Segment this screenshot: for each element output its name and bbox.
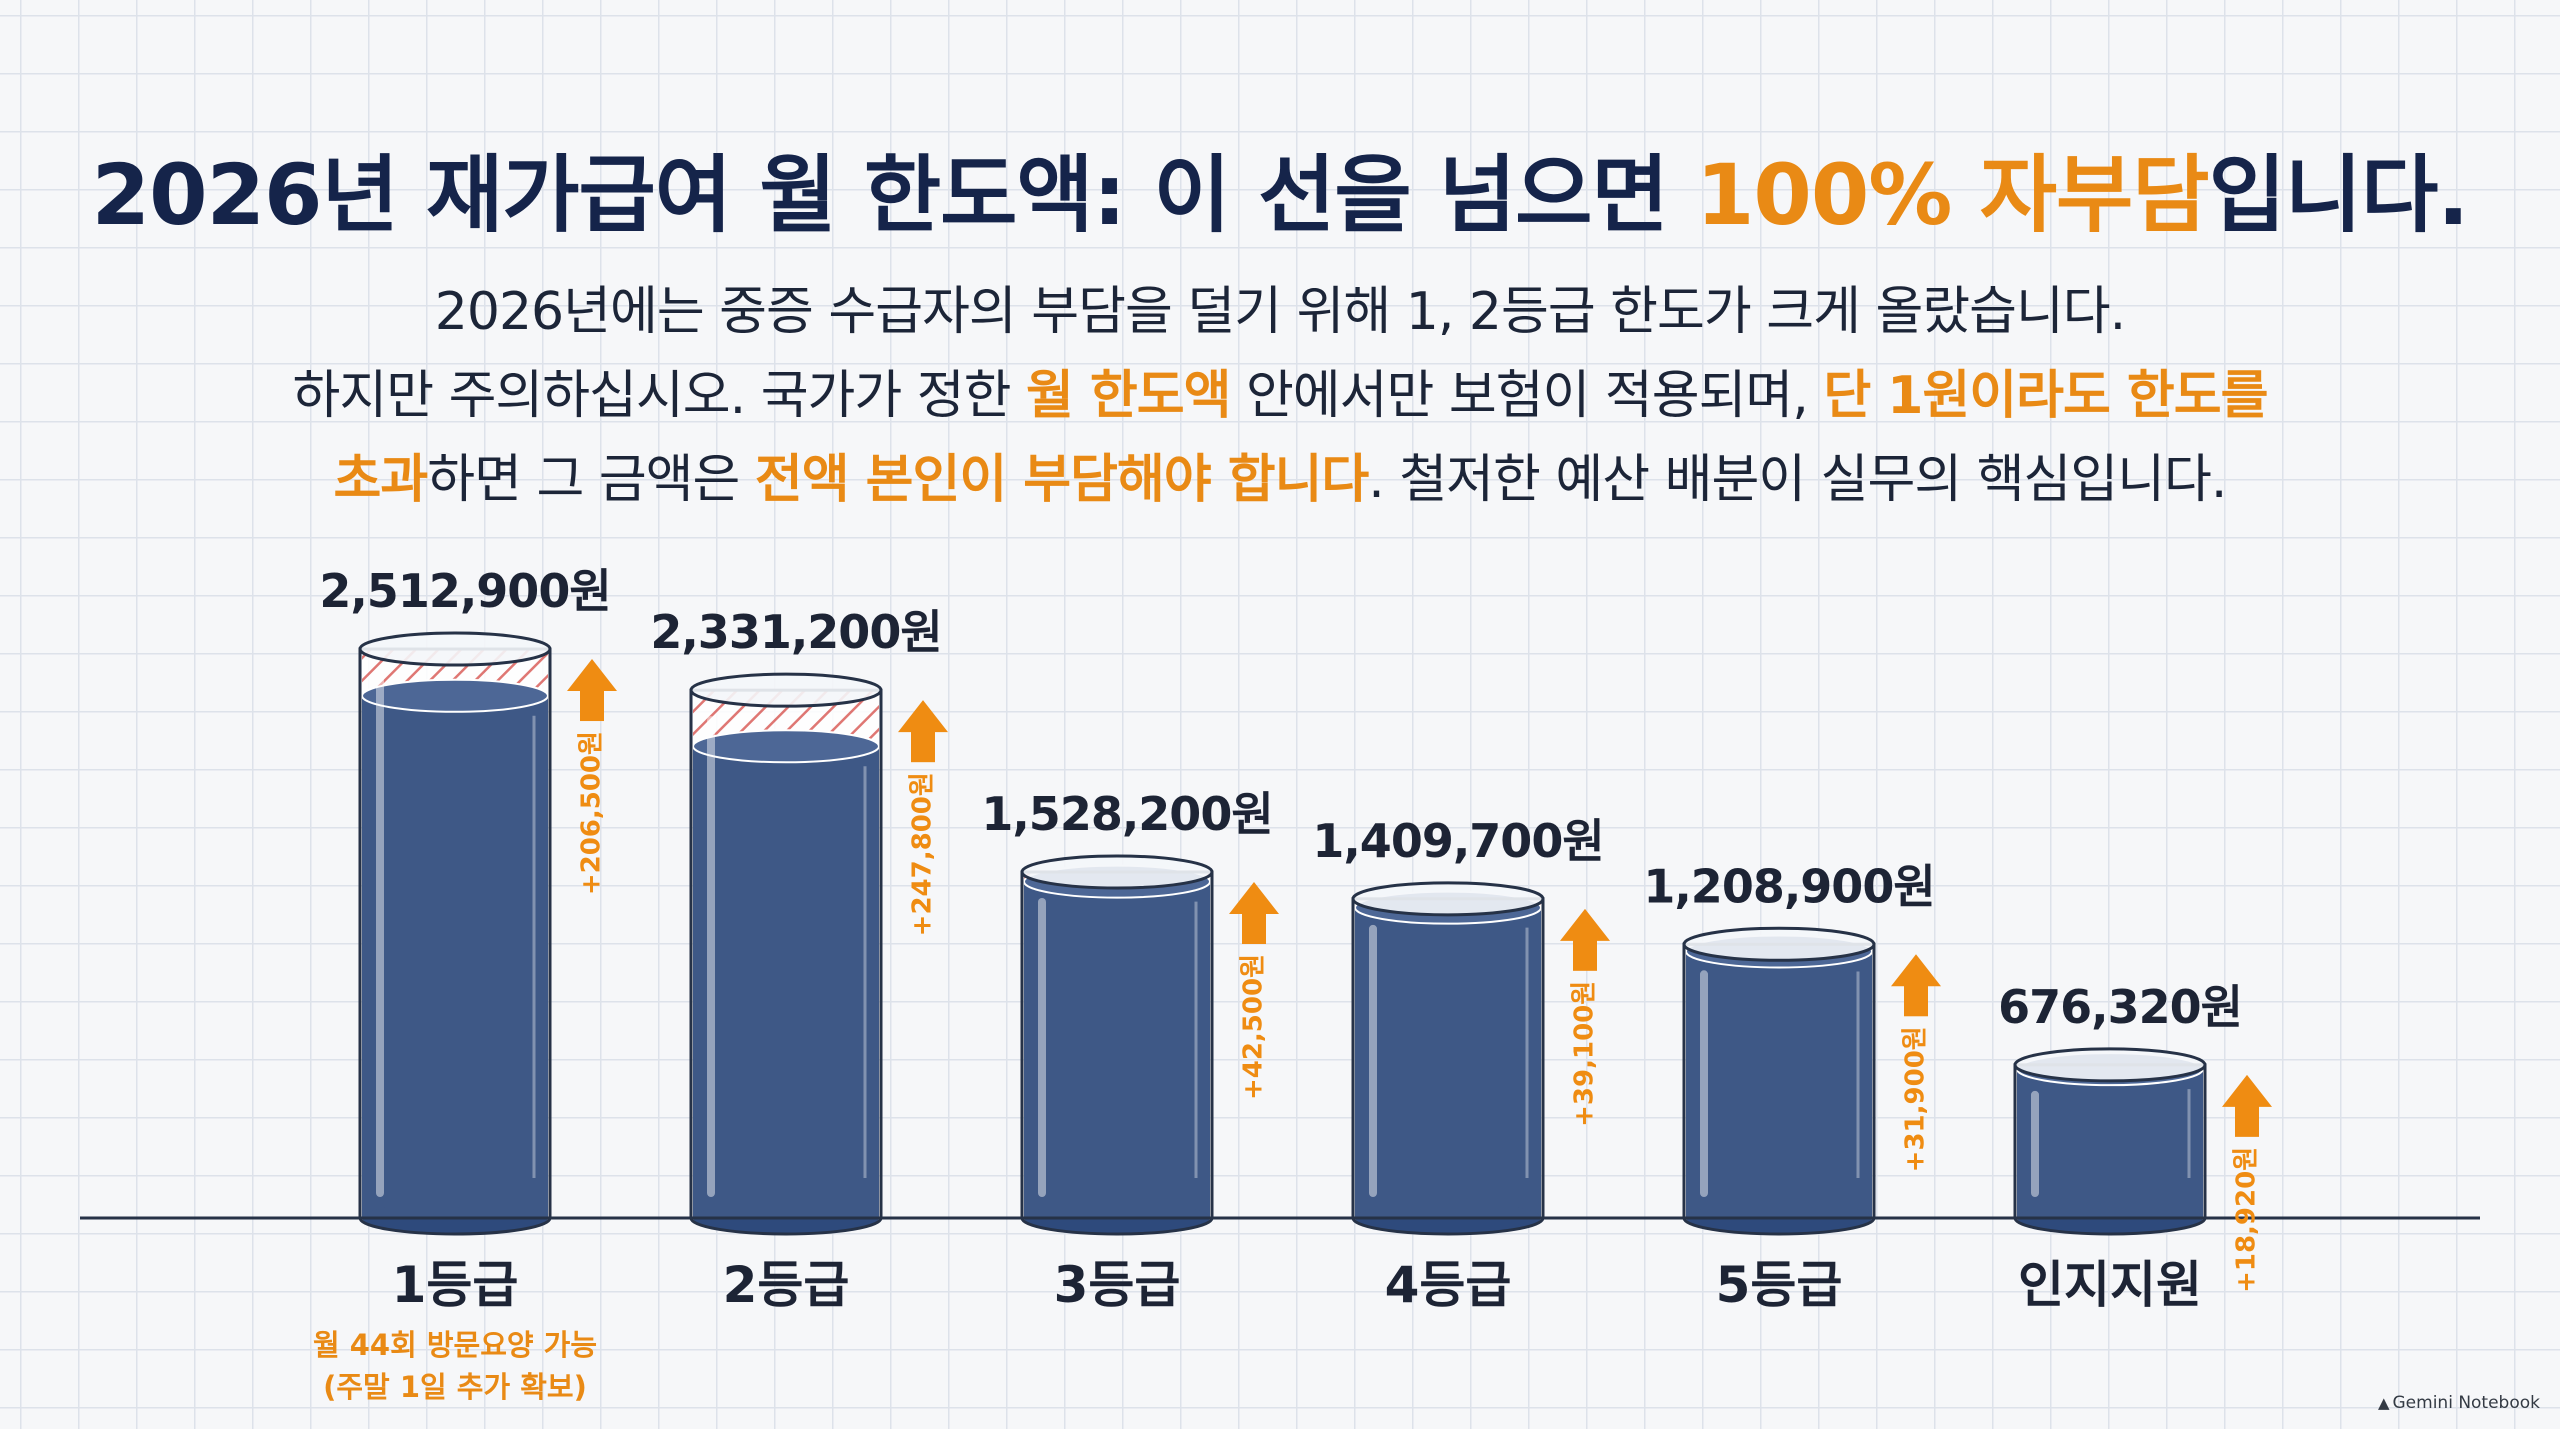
glass-bottom-rim (1020, 1217, 1214, 1236)
value-label: 2,331,200원 (650, 605, 941, 659)
category-note: 월 44회 방문요양 가능 (313, 1328, 597, 1362)
value-label: 1,208,900원 (1643, 859, 1934, 913)
glass-wall (689, 688, 883, 1220)
liquid-fill (2017, 1069, 2203, 1218)
up-arrow-icon-stem (1904, 984, 1928, 1017)
up-arrow-icon-stem (1242, 911, 1266, 944)
title-text-end: 입니다. (2208, 146, 2470, 244)
glass-top-rim (689, 672, 883, 708)
subtitle-text: . 철저한 예산 배분이 실무의 핵심입니다. (1368, 450, 2227, 510)
glass-wall (1020, 870, 1214, 1220)
subtitle-line-2: 하지만 주의하십시오. 국가가 정한 월 한도액 안에서만 보험이 적용되며, … (150, 354, 2410, 438)
liquid-surface (692, 729, 880, 764)
subtitle-line-1: 2026년에는 중증 수급자의 부담을 덜기 위해 1, 2등급 한도가 크게 … (434, 282, 2126, 342)
increase-label: +31,900원 (1901, 1026, 1931, 1172)
up-arrow-icon-stem (911, 730, 935, 763)
category-label: 4등급 (1385, 1256, 1512, 1314)
liquid-surface (361, 678, 549, 713)
value-label: 1,409,700원 (1312, 814, 1603, 868)
subtitle-text: 하면 그 금액은 (427, 450, 755, 510)
up-arrow-icon (567, 659, 617, 692)
glass-top-rim (2013, 1047, 2207, 1083)
up-arrow-icon-stem (580, 689, 604, 722)
increase-label: +206,500원 (577, 731, 607, 895)
liquid-fill (693, 746, 879, 1218)
category-label: 2등급 (723, 1256, 850, 1314)
liquid-fill (1686, 951, 1872, 1218)
gemini-logo-icon: ▲ (2377, 1394, 2390, 1412)
glass-wall (1351, 897, 1545, 1220)
glass-bottom-rim (358, 1217, 552, 1236)
watermark: ▲ Gemini Notebook (2378, 1393, 2540, 1413)
up-arrow-icon (2222, 1074, 2272, 1107)
glass-wall (358, 647, 552, 1220)
subtitle-line-3: 초과하면 그 금액은 전액 본인이 부담해야 합니다. 철저한 예산 배분이 실… (150, 438, 2410, 522)
title-highlight: 100% 자부담 (1695, 146, 2210, 244)
subtitle-highlight: 단 1원이라도 한도를 (1823, 366, 2268, 426)
page-title: 2026년 재가급여 월 한도액: 이 선을 넘으면 100% 자부담입니다. (0, 128, 2560, 249)
increase-label: +247,800원 (908, 772, 938, 936)
glass-top-rim (1682, 926, 1876, 962)
increase-label: +39,100원 (1570, 981, 1600, 1127)
value-label: 1,528,200원 (981, 787, 1272, 841)
increase-label: +42,500원 (1239, 954, 1269, 1100)
cylinder-bar-5: 1,208,900원 +31,900원 5등급 (1643, 859, 1941, 1314)
cylinder-bar-3: 1,528,200원 +42,500원 3등급 (981, 787, 1279, 1314)
glass-bottom-rim (1351, 1217, 1545, 1236)
category-label: 5등급 (1716, 1256, 1843, 1314)
watermark-text: Gemini Notebook (2392, 1393, 2541, 1413)
up-arrow-icon-stem (1573, 938, 1597, 971)
subtitle-highlight: 초과 (333, 450, 429, 510)
up-arrow-icon-stem (2235, 1104, 2259, 1137)
category-label: 인지지원 (2018, 1256, 2202, 1314)
glass-wall (2013, 1063, 2207, 1220)
subtitle-text: 하지만 주의하십시오. 국가가 정한 (292, 366, 1026, 426)
category-note: (주말 1일 추가 확보) (323, 1370, 587, 1404)
glass-wall (1682, 942, 1876, 1220)
subtitle-highlight: 전액 본인이 부담해야 합니다 (754, 450, 1369, 510)
title-text: 2026년 재가급여 월 한도액: 이 선을 넘으면 (91, 146, 1696, 244)
subtitle-text: 안에서만 보험이 적용되며, (1230, 366, 1824, 426)
glass-top-rim (1020, 854, 1214, 890)
glass-top-rim (358, 631, 552, 667)
cylinder-bar-1: 2,512,900원 +206,500원 1등급 (319, 564, 617, 1314)
up-arrow-icon (898, 700, 948, 733)
up-arrow-icon (1560, 908, 1610, 941)
up-arrow-icon (1891, 954, 1941, 987)
subtitle-highlight: 월 한도액 (1025, 366, 1231, 426)
cylinder-bar-4: 1,409,700원 +39,100원 4등급 (1312, 814, 1610, 1314)
increase-label: +18,920원 (2232, 1147, 2262, 1293)
value-label: 2,512,900원 (319, 564, 610, 618)
subtitle: 2026년에는 중증 수급자의 부담을 덜기 위해 1, 2등급 한도가 크게 … (150, 270, 2410, 522)
glass-bottom-rim (1682, 1217, 1876, 1236)
liquid-fill (1355, 907, 1541, 1218)
category-label: 1등급 (392, 1256, 519, 1314)
cylinder-bar-2: 2,331,200원 +247,800원 2등급 (650, 605, 948, 1314)
glass-bottom-rim (2013, 1217, 2207, 1236)
glass-top-rim (1351, 881, 1545, 917)
liquid-fill (1024, 881, 1210, 1218)
glass-bottom-rim (689, 1217, 883, 1236)
value-label: 676,320원 (1998, 980, 2242, 1034)
category-label: 3등급 (1054, 1256, 1181, 1314)
up-arrow-icon (1229, 881, 1279, 914)
liquid-fill (362, 695, 548, 1218)
